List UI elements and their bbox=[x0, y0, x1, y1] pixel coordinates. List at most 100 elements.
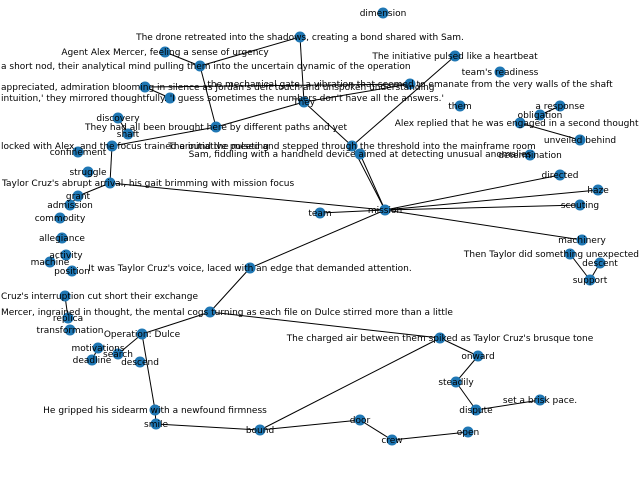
node-label: them bbox=[448, 102, 472, 112]
graph-edge bbox=[259, 419, 361, 431]
node-label: He gripped his sidearm with a newfound f… bbox=[43, 406, 267, 416]
node-label: locked with Alex, and the focus trained … bbox=[1, 142, 269, 152]
graph-edge bbox=[215, 101, 305, 128]
node-label: dimension bbox=[360, 9, 407, 19]
graph-node bbox=[592, 184, 604, 196]
graph-node bbox=[139, 81, 151, 93]
graph-node bbox=[150, 418, 162, 430]
graph-node bbox=[462, 426, 474, 438]
graph-edge bbox=[359, 153, 386, 211]
graph-node bbox=[554, 169, 566, 181]
graph-edge bbox=[303, 101, 353, 147]
graph-node bbox=[294, 31, 306, 43]
graph-edge bbox=[351, 55, 456, 147]
node-label: team's readiness bbox=[462, 68, 539, 78]
node-layer bbox=[44, 7, 606, 446]
graph-edge bbox=[475, 399, 541, 411]
node-label: appreciated, admiration blooming in sile… bbox=[1, 83, 435, 93]
node-label: steadily bbox=[438, 378, 474, 388]
graph-node bbox=[564, 248, 576, 260]
graph-node bbox=[164, 92, 176, 104]
node-label: determination bbox=[498, 151, 562, 161]
graph-node bbox=[112, 348, 124, 360]
node-label: a short nod, their analytical mind pulli… bbox=[1, 62, 411, 72]
graph-node bbox=[104, 177, 116, 189]
graph-node bbox=[64, 324, 76, 336]
graph-node bbox=[92, 342, 104, 354]
graph-edge bbox=[209, 267, 251, 313]
node-label: machinery bbox=[558, 236, 606, 246]
graph-node bbox=[59, 290, 71, 302]
node-label: Operation: Dulce bbox=[104, 330, 181, 340]
graph-edge bbox=[391, 431, 469, 441]
graph-node bbox=[72, 146, 84, 158]
graph-edge bbox=[199, 65, 217, 128]
node-label: a response bbox=[535, 102, 585, 112]
node-label: set a brisk pace. bbox=[503, 396, 577, 406]
graph-node bbox=[62, 312, 74, 324]
node-label: deadline bbox=[73, 356, 112, 366]
graph-node bbox=[112, 112, 124, 124]
node-label: struggle bbox=[69, 168, 107, 178]
graph-node bbox=[44, 256, 56, 268]
node-label: onward bbox=[461, 352, 494, 362]
node-label: They had all been brought here by differ… bbox=[84, 123, 347, 133]
graph-node bbox=[354, 414, 366, 426]
node-label: commodity bbox=[35, 214, 86, 224]
node-label: bound bbox=[246, 426, 274, 436]
graph-edge bbox=[77, 182, 111, 197]
node-label: smile bbox=[144, 420, 168, 430]
node-label: motivations bbox=[71, 344, 124, 354]
node-label: Cruz's interruption cut short their exch… bbox=[1, 292, 198, 302]
node-label: replica bbox=[53, 314, 83, 324]
node-label: confinement bbox=[50, 148, 107, 158]
graph-node bbox=[584, 274, 596, 286]
graph-node bbox=[576, 234, 588, 246]
graph-node bbox=[136, 328, 148, 340]
graph-node bbox=[434, 332, 446, 344]
node-label: search bbox=[103, 350, 133, 360]
graph-node bbox=[204, 306, 216, 318]
graph-node bbox=[534, 109, 546, 121]
graph-node bbox=[82, 166, 94, 178]
graph-edge bbox=[141, 333, 156, 411]
graph-edge bbox=[144, 83, 411, 88]
graph-node bbox=[494, 66, 506, 78]
graph-node bbox=[194, 60, 206, 72]
node-label: Then Taylor did something unexpected bbox=[463, 250, 639, 260]
graph-node bbox=[314, 207, 326, 219]
graph-edge bbox=[319, 209, 386, 214]
graph-edge bbox=[384, 189, 599, 211]
graph-node bbox=[354, 148, 366, 160]
graph-node bbox=[594, 257, 606, 269]
graph-node bbox=[386, 434, 398, 446]
node-label: unveiled behind bbox=[544, 136, 616, 146]
graph-node bbox=[450, 376, 462, 388]
graph-node bbox=[60, 249, 72, 261]
node-label: Sam, fiddling with a handheld device aim… bbox=[189, 150, 532, 160]
graph-edge bbox=[519, 122, 581, 141]
graph-node bbox=[379, 204, 391, 216]
graph-node bbox=[54, 212, 66, 224]
graph-edge bbox=[455, 381, 477, 411]
graph-edge bbox=[209, 311, 441, 339]
graph-node bbox=[554, 100, 566, 112]
graph-edge bbox=[299, 36, 305, 103]
node-label: Taylor Cruz's abrupt arrival, his gait b… bbox=[1, 179, 295, 189]
graph-edge bbox=[141, 311, 211, 335]
graph-node bbox=[346, 140, 358, 152]
graph-node bbox=[134, 356, 146, 368]
graph-node bbox=[66, 265, 78, 277]
node-label: position bbox=[54, 267, 90, 277]
node-label: support bbox=[573, 276, 608, 286]
graph-node bbox=[149, 404, 161, 416]
node-label: scouting bbox=[561, 201, 599, 211]
graph-node bbox=[574, 199, 586, 211]
graph-edge bbox=[384, 209, 583, 241]
node-label: The charged air between them spiked as T… bbox=[286, 334, 594, 344]
node-label: grant bbox=[66, 192, 91, 202]
graph-node bbox=[574, 134, 586, 146]
node-label: team bbox=[308, 209, 331, 219]
graph-edge bbox=[303, 83, 411, 103]
graph-node bbox=[72, 190, 84, 202]
